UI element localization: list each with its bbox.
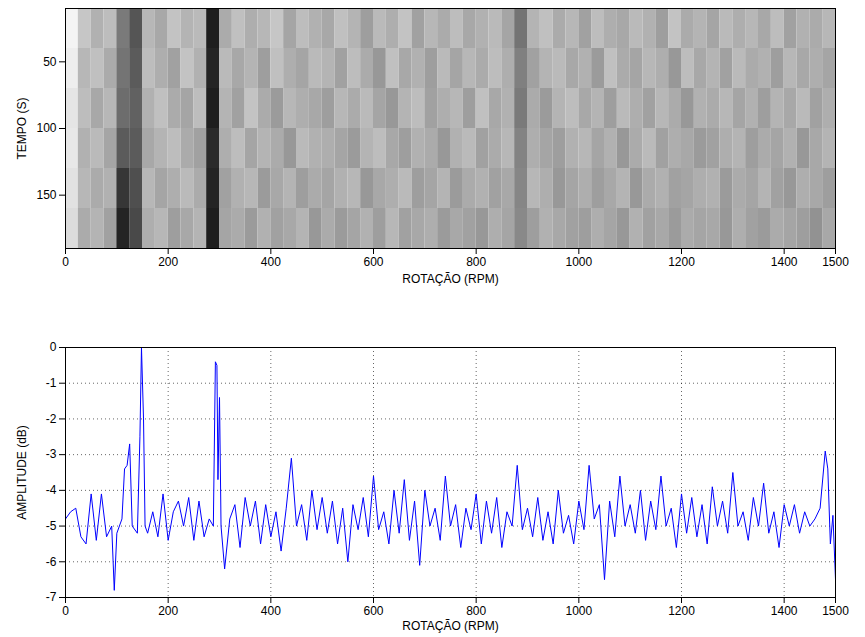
svg-text:AMPLITUDE (dB): AMPLITUDE (dB) (15, 425, 29, 520)
svg-text:-1: -1 (46, 376, 57, 390)
svg-text:-5: -5 (46, 519, 57, 533)
svg-text:-4: -4 (46, 483, 57, 497)
svg-text:-3: -3 (46, 447, 57, 461)
svg-text:0: 0 (50, 340, 57, 354)
svg-text:1000: 1000 (565, 604, 592, 618)
svg-text:100: 100 (36, 121, 56, 135)
svg-text:200: 200 (158, 604, 178, 618)
svg-text:ROTAÇÃO (RPM): ROTAÇÃO (RPM) (402, 272, 498, 286)
svg-text:1000: 1000 (565, 255, 592, 269)
svg-text:1500: 1500 (822, 255, 849, 269)
svg-text:1400: 1400 (771, 604, 798, 618)
svg-text:50: 50 (43, 55, 57, 69)
svg-text:1200: 1200 (668, 255, 695, 269)
svg-text:TEMPO (S): TEMPO (S) (15, 97, 29, 159)
svg-text:600: 600 (363, 604, 383, 618)
svg-text:-7: -7 (46, 590, 57, 604)
svg-text:0: 0 (62, 604, 69, 618)
svg-text:600: 600 (363, 255, 383, 269)
svg-text:200: 200 (158, 255, 178, 269)
svg-text:ROTAÇÃO (RPM): ROTAÇÃO (RPM) (402, 619, 498, 633)
svg-text:1400: 1400 (771, 255, 798, 269)
svg-text:1500: 1500 (822, 604, 849, 618)
svg-text:800: 800 (466, 255, 486, 269)
svg-text:400: 400 (261, 255, 281, 269)
svg-text:0: 0 (62, 255, 69, 269)
svg-text:150: 150 (36, 188, 56, 202)
svg-text:-2: -2 (46, 412, 57, 426)
svg-text:800: 800 (466, 604, 486, 618)
svg-text:-6: -6 (46, 555, 57, 569)
svg-text:400: 400 (261, 604, 281, 618)
svg-text:1200: 1200 (668, 604, 695, 618)
